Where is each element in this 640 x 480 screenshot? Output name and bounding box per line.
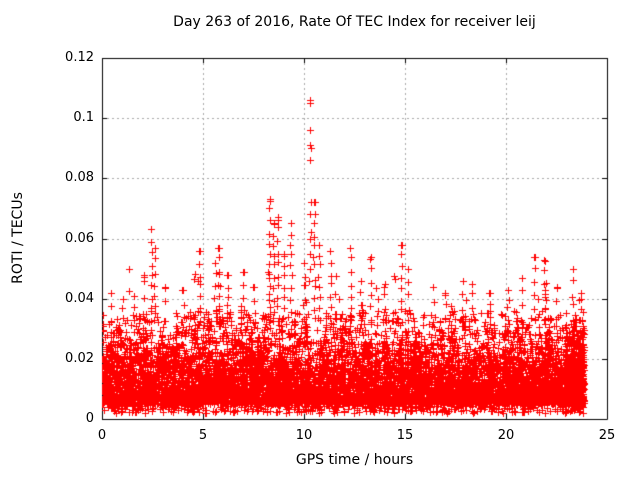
y-tick-label: 0 [85,411,94,426]
chart-title: Day 263 of 2016, Rate Of TEC Index for r… [173,14,536,30]
x-tick-label: 5 [198,428,208,443]
y-tick-label: 0.04 [65,290,94,306]
y-tick-label: 0.02 [65,350,94,366]
x-tick-label: 0 [97,428,107,443]
y-tick-label: 0.12 [65,50,94,65]
x-tick-label: 10 [295,428,313,443]
x-tick-label: 20 [497,428,515,443]
y-tick-label: 0.06 [65,230,94,246]
y-tick-label: 0.08 [65,170,94,186]
y-tick-label: 0.1 [73,110,94,126]
y-axis-label: ROTI / TECUs [10,192,26,284]
x-axis-label: GPS time / hours [295,452,414,468]
x-tick-label: 25 [598,428,616,443]
x-tick-label: 15 [396,428,414,443]
